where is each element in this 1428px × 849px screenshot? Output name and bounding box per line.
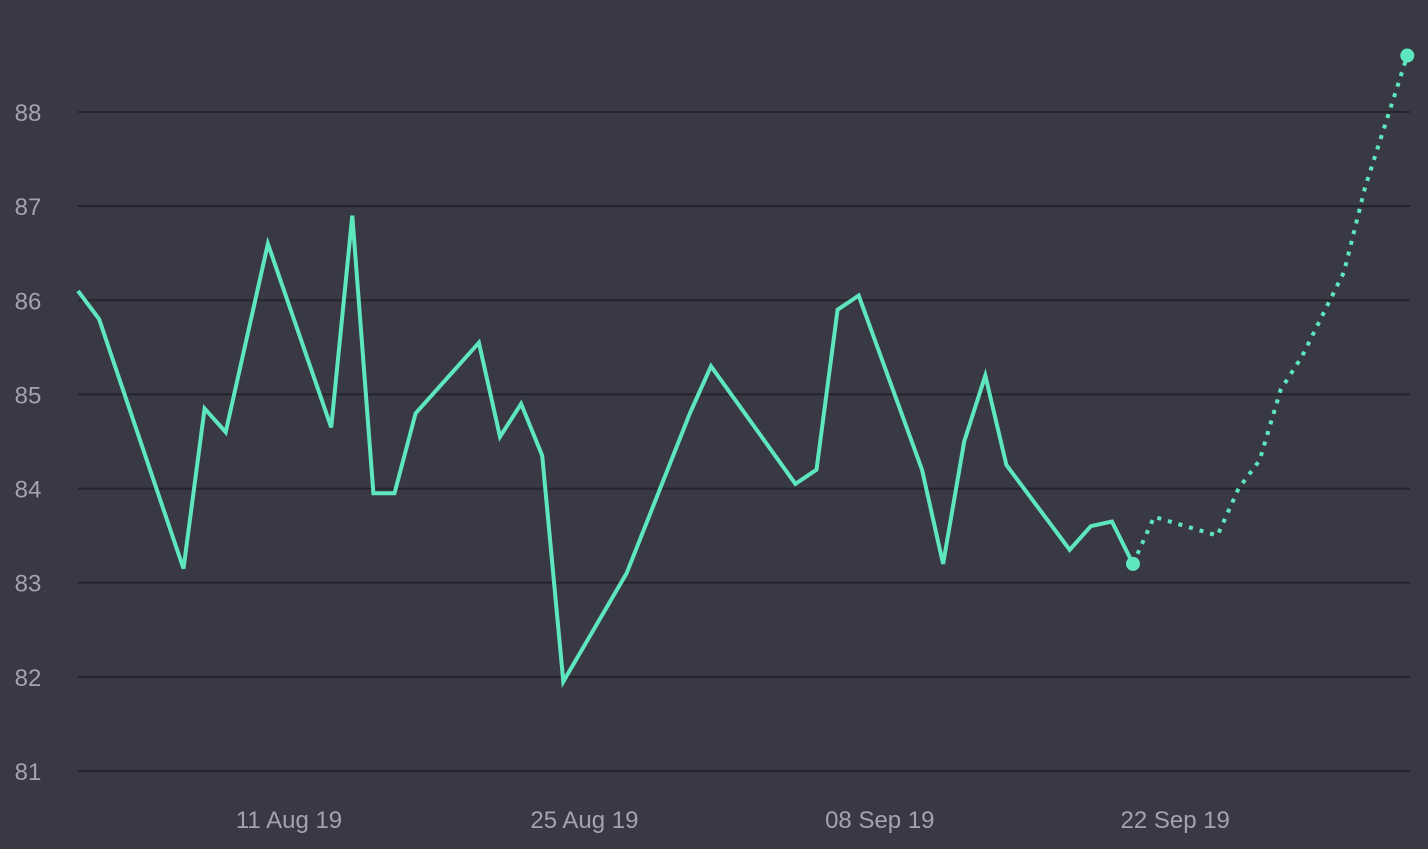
highlight-point-0	[1126, 556, 1140, 571]
point-markers	[1126, 48, 1415, 571]
x-axis-labels: 11 Aug 19 25 Aug 19 08 Sep 19 22 Sep 19	[236, 807, 1230, 834]
highlight-point-1	[1400, 48, 1415, 63]
x-tick-label-2: 08 Sep 19	[825, 807, 934, 834]
y-tick-label-87: 87	[15, 194, 42, 221]
y-tick-label-81: 81	[15, 759, 42, 786]
x-tick-label-1: 25 Aug 19	[530, 807, 638, 834]
y-axis-labels: 81 82 83 84 85 86 87 88	[15, 100, 42, 786]
history-line	[76, 215, 1135, 688]
series-lines	[76, 54, 1410, 688]
y-tick-label-82: 82	[15, 665, 42, 692]
x-tick-label-0: 11 Aug 19	[236, 807, 342, 834]
y-tick-label-88: 88	[15, 100, 42, 127]
x-tick-label-3: 22 Sep 19	[1120, 807, 1229, 834]
y-tick-label-83: 83	[15, 571, 42, 598]
y-tick-label-85: 85	[15, 382, 42, 409]
y-tick-label-84: 84	[15, 477, 42, 504]
y-tick-label-86: 86	[15, 288, 42, 315]
gridlines	[78, 111, 1410, 772]
